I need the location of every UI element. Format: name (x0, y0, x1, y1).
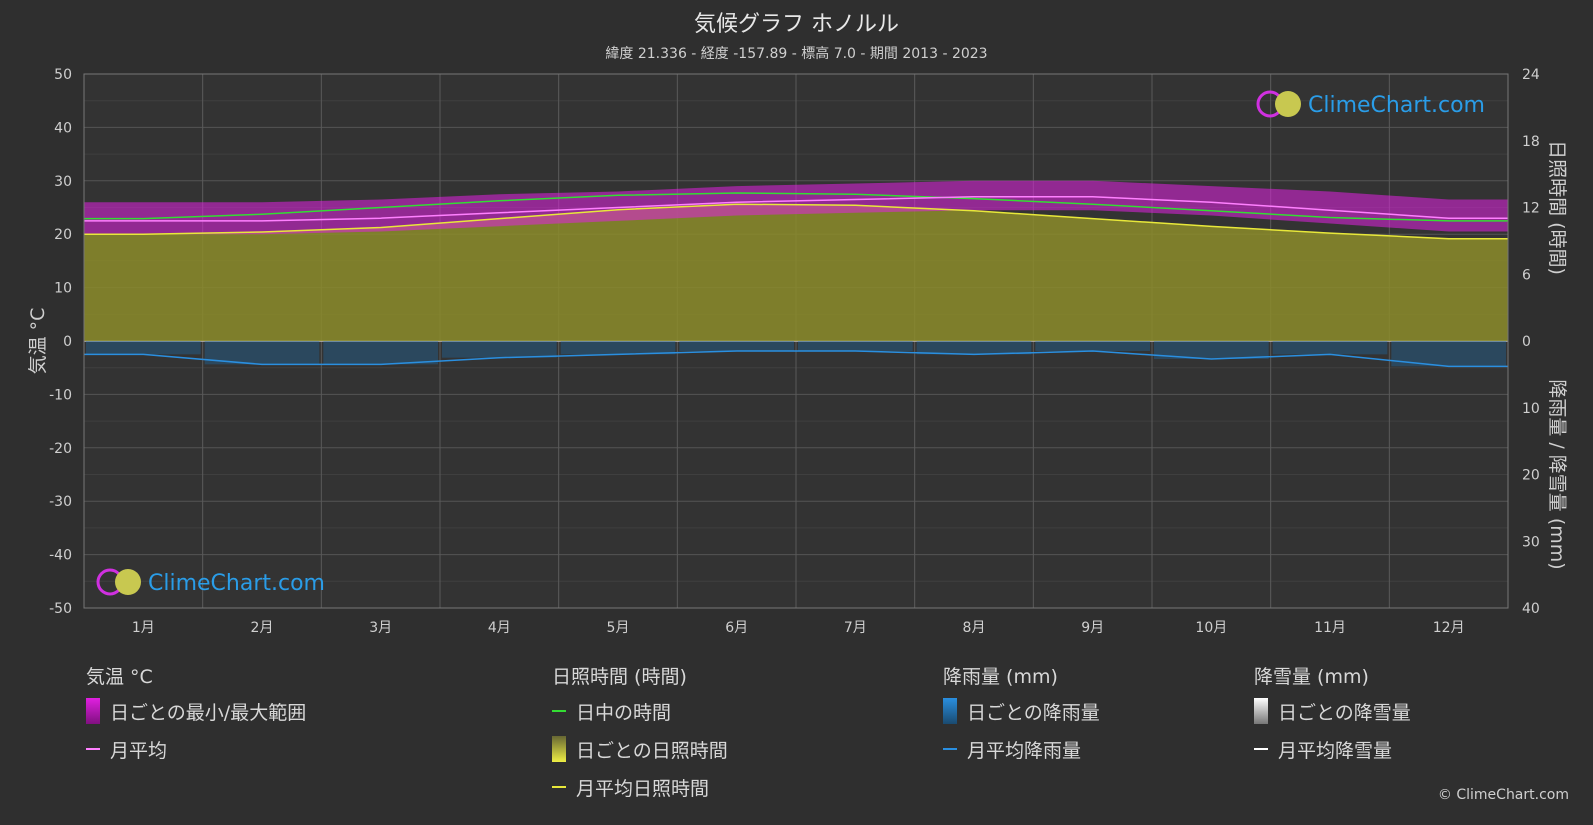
snow-avg-swatch (1254, 748, 1268, 750)
y-axis-title-left: 気温 °C (27, 308, 49, 375)
sunshine-daily-swatch (552, 736, 566, 762)
legend-snow-daily: 日ごとの降雪量 (1254, 698, 1411, 724)
x-tick-label: 10月 (1195, 620, 1227, 636)
legend-snow-avg-label: 月平均降雪量 (1278, 739, 1393, 762)
x-tick-label: 5月 (607, 620, 630, 636)
watermark-top: ClimeChart.com (1256, 90, 1485, 118)
x-tick-label: 11月 (1314, 620, 1346, 636)
legend-snow: 降雪量 (mm) 日ごとの降雪量 月平均降雪量 (1254, 662, 1411, 774)
legend-rain-avg-label: 月平均降雨量 (967, 739, 1082, 762)
rain-bar (1154, 341, 1269, 360)
temp-range-swatch (86, 698, 100, 724)
y-tick-label-right-sunshine: 6 (1522, 267, 1531, 283)
snow-daily-swatch (1254, 698, 1268, 724)
y-tick-label-left: 40 (54, 120, 72, 136)
logo-sun-icon (115, 569, 141, 595)
rain-bar (798, 341, 913, 352)
legend-sunshine-daily: 日ごとの日照時間 (552, 736, 728, 762)
rain-bar (916, 341, 1032, 355)
x-tick-label: 7月 (844, 620, 867, 636)
y-tick-label-right-rain: 40 (1522, 601, 1540, 617)
y-tick-label-left: -10 (49, 387, 72, 403)
x-tick-label: 3月 (369, 620, 392, 636)
sunshine-area (84, 204, 1508, 341)
rain-bar (323, 341, 438, 365)
y-tick-label-left: 0 (63, 334, 72, 350)
plot-frame (83, 73, 1509, 609)
legend-temperature: 気温 °C 日ごとの最小/最大範囲 月平均 (86, 662, 306, 774)
legend-snow-daily-label: 日ごとの降雪量 (1278, 701, 1411, 724)
y-tick-label-right-rain: 30 (1522, 534, 1540, 550)
legend-sunshine: 日照時間 (時間) 日中の時間 日ごとの日照時間 月平均日照時間 (552, 662, 728, 812)
legend-snow-heading: 降雪量 (mm) (1254, 666, 1369, 688)
rain-bar (204, 341, 320, 365)
x-tick-label: 9月 (1081, 620, 1104, 636)
legend-rain-avg: 月平均降雨量 (943, 736, 1100, 762)
chart-title: 気候グラフ ホノルル (694, 12, 899, 37)
sunshine-avg-line (84, 203, 1508, 240)
legend-temperature-heading: 気温 °C (86, 666, 153, 688)
y-axis-title-right-rain: 降雨量 / 降雪量 (mm) (1546, 379, 1568, 569)
temp-avg-line (84, 196, 1508, 222)
rain-avg-swatch (943, 748, 957, 750)
y-tick-label-left: -50 (49, 601, 72, 617)
temp-range-band (84, 180, 1508, 235)
x-tick-label: 6月 (725, 620, 748, 636)
daylight-line (84, 192, 1508, 222)
y-tick-label-right-sunshine: 12 (1522, 201, 1540, 217)
y-tick-label-left: -30 (49, 494, 72, 510)
watermark-text: ClimeChart.com (1308, 93, 1485, 118)
rain-avg-line (84, 350, 1508, 368)
legend-rain-daily: 日ごとの降雨量 (943, 698, 1100, 724)
y-tick-label-right-rain: 10 (1522, 401, 1540, 417)
y-tick-label-right-rain: 20 (1522, 468, 1540, 484)
temp-avg-swatch (86, 748, 100, 750)
y-tick-label-right-sunshine: 24 (1522, 67, 1540, 83)
x-tick-label: 2月 (251, 620, 274, 636)
daylight-swatch (552, 710, 566, 712)
rain-bar (1035, 341, 1150, 352)
legend-temp-avg: 月平均 (86, 736, 306, 762)
x-tick-label: 1月 (132, 620, 155, 636)
legend-sunshine-avg-label: 月平均日照時間 (576, 777, 710, 800)
y-tick-label-left: -40 (49, 548, 72, 564)
y-tick-label-left: 10 (54, 281, 72, 297)
y-tick-label-left: 30 (54, 174, 72, 190)
watermark-text: ClimeChart.com (148, 571, 325, 596)
rain-daily-swatch (943, 698, 957, 724)
legend-temp-range: 日ごとの最小/最大範囲 (86, 698, 306, 724)
y-tick-label-left: -20 (49, 441, 72, 457)
copyright: © ClimeChart.com (1437, 787, 1569, 803)
y-tick-label-left: 50 (54, 67, 72, 83)
legend-rain-daily-label: 日ごとの降雨量 (967, 701, 1100, 724)
y-tick-label-right-sunshine: 0 (1522, 334, 1531, 350)
rain-bar (560, 341, 676, 355)
rain-bar (442, 341, 557, 358)
rain-bar (679, 341, 794, 352)
rain-bar (86, 341, 201, 355)
legend-sunshine-heading: 日照時間 (時間) (552, 666, 687, 688)
chart-subtitle: 緯度 21.336 - 経度 -157.89 - 標高 7.0 - 期間 201… (605, 46, 988, 62)
sunshine-avg-swatch (552, 786, 566, 788)
legend-sunshine-avg: 月平均日照時間 (552, 774, 728, 800)
watermark-bottom: ClimeChart.com (96, 568, 325, 596)
y-axis-title-right-sunshine: 日照時間 (時間) (1546, 140, 1568, 275)
legend-temp-avg-label: 月平均 (110, 739, 168, 762)
legend-daylight: 日中の時間 (552, 698, 728, 724)
y-tick-label-left: 20 (54, 227, 72, 243)
x-tick-label: 4月 (488, 620, 511, 636)
legend-rain-heading: 降雨量 (mm) (943, 666, 1058, 688)
x-tick-label: 12月 (1433, 620, 1465, 636)
x-tick-label: 8月 (963, 620, 986, 636)
logo-sun-icon (1275, 91, 1301, 117)
legend-temp-range-label: 日ごとの最小/最大範囲 (110, 701, 307, 724)
legend-sunshine-daily-label: 日ごとの日照時間 (576, 739, 728, 762)
legend-daylight-label: 日中の時間 (576, 701, 672, 724)
rain-bar (1272, 341, 1388, 355)
y-tick-label-right-sunshine: 18 (1522, 134, 1540, 150)
legend-rain: 降雨量 (mm) 日ごとの降雨量 月平均降雨量 (943, 662, 1100, 774)
legend-snow-avg: 月平均降雪量 (1254, 736, 1411, 762)
